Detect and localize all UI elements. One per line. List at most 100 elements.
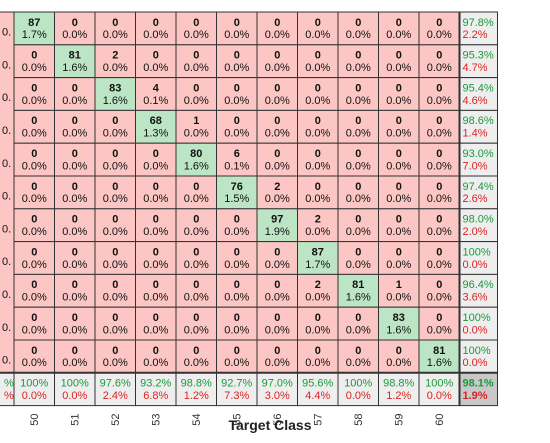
column-summary-wrong: 6.8% xyxy=(143,390,168,402)
cell-percent: 0.0% xyxy=(265,128,290,140)
row-summary-cell xyxy=(459,109,498,144)
x-tick-label: 53 xyxy=(151,413,163,425)
x-tick-label: 50 xyxy=(29,413,41,425)
cell-percent: 0.0% xyxy=(22,95,47,107)
row-summary-wrong: 4.7% xyxy=(463,62,488,74)
cell-count: 0 xyxy=(72,115,78,127)
cell-count: 0 xyxy=(274,17,280,29)
row-summary-wrong: 2.2% xyxy=(463,29,488,41)
matrix-cell xyxy=(94,11,136,46)
cell-count: 0 xyxy=(31,82,37,94)
matrix-cell xyxy=(94,44,136,79)
cell-percent: 0.0% xyxy=(346,193,371,205)
cell-count: 0 xyxy=(153,50,159,62)
row-summary-wrong: 2.6% xyxy=(463,193,488,205)
cell-count: 0 xyxy=(193,17,199,29)
cell-count: 0 xyxy=(112,148,118,160)
row-summary-wrong: 7.0% xyxy=(463,160,488,172)
cell-percent: 0.0% xyxy=(22,357,47,369)
x-tick-label: 51 xyxy=(70,413,82,425)
cell-percent: 0.0% xyxy=(224,95,249,107)
overall-accuracy-cell xyxy=(459,372,498,407)
cell-percent: 0.0% xyxy=(22,292,47,304)
row-summary-cell xyxy=(459,44,498,79)
cropped-left-text: 0. xyxy=(2,59,11,71)
matrix-cell xyxy=(54,175,96,210)
cell-percent: 0.0% xyxy=(143,324,168,336)
cell-percent: 0.0% xyxy=(386,193,411,205)
cell-percent: 0.0% xyxy=(224,128,249,140)
cell-count: 0 xyxy=(72,148,78,160)
cell-percent: 0.0% xyxy=(224,62,249,74)
cell-count: 0 xyxy=(355,181,361,193)
matrix-cell xyxy=(175,44,217,79)
cell-percent: 0.0% xyxy=(265,160,290,172)
cell-count: 0 xyxy=(396,345,402,357)
matrix-cell xyxy=(135,339,177,374)
matrix-cell xyxy=(418,142,460,177)
cell-percent: 0.0% xyxy=(184,259,209,271)
x-tick-label: 57 xyxy=(313,413,325,425)
cell-count: 0 xyxy=(315,312,321,324)
matrix-cell xyxy=(297,142,339,177)
cell-percent: 0.0% xyxy=(427,160,452,172)
cell-count: 0 xyxy=(315,148,321,160)
row-summary-correct: 95.3% xyxy=(463,50,494,62)
cell-percent: 1.6% xyxy=(427,357,452,369)
column-summary-wrong: 0.0% xyxy=(427,390,452,402)
cell-percent: 0.0% xyxy=(22,128,47,140)
matrix-cell xyxy=(297,306,339,341)
cell-count: 0 xyxy=(72,279,78,291)
cell-percent: 0.0% xyxy=(305,193,330,205)
cell-percent: 0.0% xyxy=(265,357,290,369)
matrix-cells: 0.0.0.0.0.0.0.0.0.0.0.871.7%00.0%00.0%00… xyxy=(0,11,498,407)
cell-percent: 0.0% xyxy=(143,193,168,205)
matrix-cell xyxy=(135,11,177,46)
cell-percent: 0.0% xyxy=(427,95,452,107)
column-summary-correct: 92.7% xyxy=(221,378,252,390)
cell-count: 0 xyxy=(396,50,402,62)
matrix-cell xyxy=(256,109,298,144)
cropped-left-text: 0. xyxy=(2,125,11,137)
diagonal-cell xyxy=(135,109,177,144)
row-summary-wrong: 2.0% xyxy=(463,226,488,238)
cell-count: 2 xyxy=(315,279,321,291)
cell-percent: 1.6% xyxy=(62,62,87,74)
cell-count: 0 xyxy=(396,214,402,226)
cell-percent: 0.0% xyxy=(224,324,249,336)
cell-percent: 0.0% xyxy=(143,160,168,172)
matrix-cell xyxy=(54,109,96,144)
row-summary-correct: 95.4% xyxy=(463,82,494,94)
cell-count: 0 xyxy=(355,312,361,324)
cell-percent: 0.0% xyxy=(22,324,47,336)
cell-count: 0 xyxy=(193,246,199,258)
column-summary-correct: 98.8% xyxy=(181,378,212,390)
diagonal-cell xyxy=(175,142,217,177)
row-summary-cell xyxy=(459,241,498,275)
cell-percent: 1.9% xyxy=(265,226,290,238)
cell-count: 0 xyxy=(112,115,118,127)
column-summary-correct: 95.6% xyxy=(302,378,333,390)
cell-percent: 0.0% xyxy=(224,226,249,238)
cropped-left-text: 0. xyxy=(2,92,11,104)
row-summary-correct: 97.4% xyxy=(463,181,494,193)
cell-percent: 0.0% xyxy=(346,29,371,41)
x-tick-label: 58 xyxy=(353,413,365,425)
cropped-left-text: 0. xyxy=(2,223,11,235)
cell-count: 0 xyxy=(193,50,199,62)
cell-count: 0 xyxy=(153,279,159,291)
cell-count: 0 xyxy=(72,312,78,324)
cell-percent: 0.0% xyxy=(305,226,330,238)
cell-percent: 1.3% xyxy=(143,128,168,140)
cell-count: 83 xyxy=(393,312,405,324)
matrix-cell xyxy=(337,142,379,177)
matrix-cell xyxy=(378,241,420,275)
overall-accuracy: 98.1% xyxy=(463,378,494,390)
matrix-cell xyxy=(337,306,379,341)
matrix-cell xyxy=(378,208,420,243)
cell-count: 0 xyxy=(234,345,240,357)
cell-percent: 0.0% xyxy=(103,128,128,140)
cell-percent: 0.0% xyxy=(184,62,209,74)
cell-percent: 0.0% xyxy=(62,357,87,369)
